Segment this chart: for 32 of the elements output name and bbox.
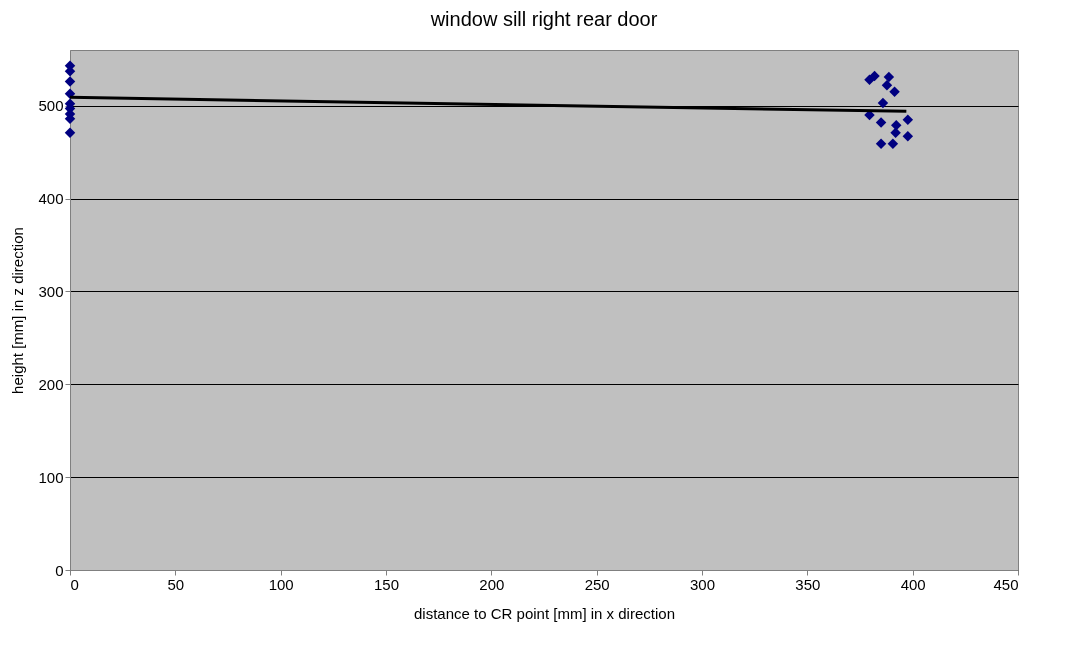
point <box>902 131 914 142</box>
x-tick-label: 150 <box>373 575 400 593</box>
point <box>883 71 895 83</box>
point <box>64 76 76 87</box>
x-tick-label: 450 <box>993 575 1019 593</box>
point <box>890 127 901 138</box>
x-tick-label: 350 <box>795 575 821 593</box>
x-axis-title: distance to CR point [mm] in x direction <box>414 604 675 622</box>
point <box>881 80 893 91</box>
point <box>64 127 76 138</box>
y-tick-label: 300 <box>38 282 64 300</box>
x-tick-label: 250 <box>584 575 610 593</box>
point <box>889 86 900 98</box>
chart-title: window sill right rear door <box>429 8 658 30</box>
y-tick-label: 200 <box>38 375 64 393</box>
x-tick-label: 50 <box>167 575 185 593</box>
point <box>869 70 880 82</box>
point <box>902 114 914 125</box>
y-tick-label: 500 <box>38 97 64 115</box>
point <box>875 117 887 128</box>
x-tick-label: 100 <box>268 575 294 593</box>
x-tick-label: 300 <box>689 575 716 593</box>
y-tick-label: 0 <box>55 561 64 579</box>
x-tick-label: 0 <box>70 575 79 593</box>
point <box>887 138 899 150</box>
point <box>877 97 889 109</box>
y-tick-label: 100 <box>38 468 64 486</box>
y-tick-label: 400 <box>38 190 64 208</box>
x-tick-label: 200 <box>479 575 505 593</box>
x-tick-label: 400 <box>900 575 926 593</box>
y-axis-title: height [mm] in z direction <box>9 227 27 394</box>
point <box>875 138 887 150</box>
